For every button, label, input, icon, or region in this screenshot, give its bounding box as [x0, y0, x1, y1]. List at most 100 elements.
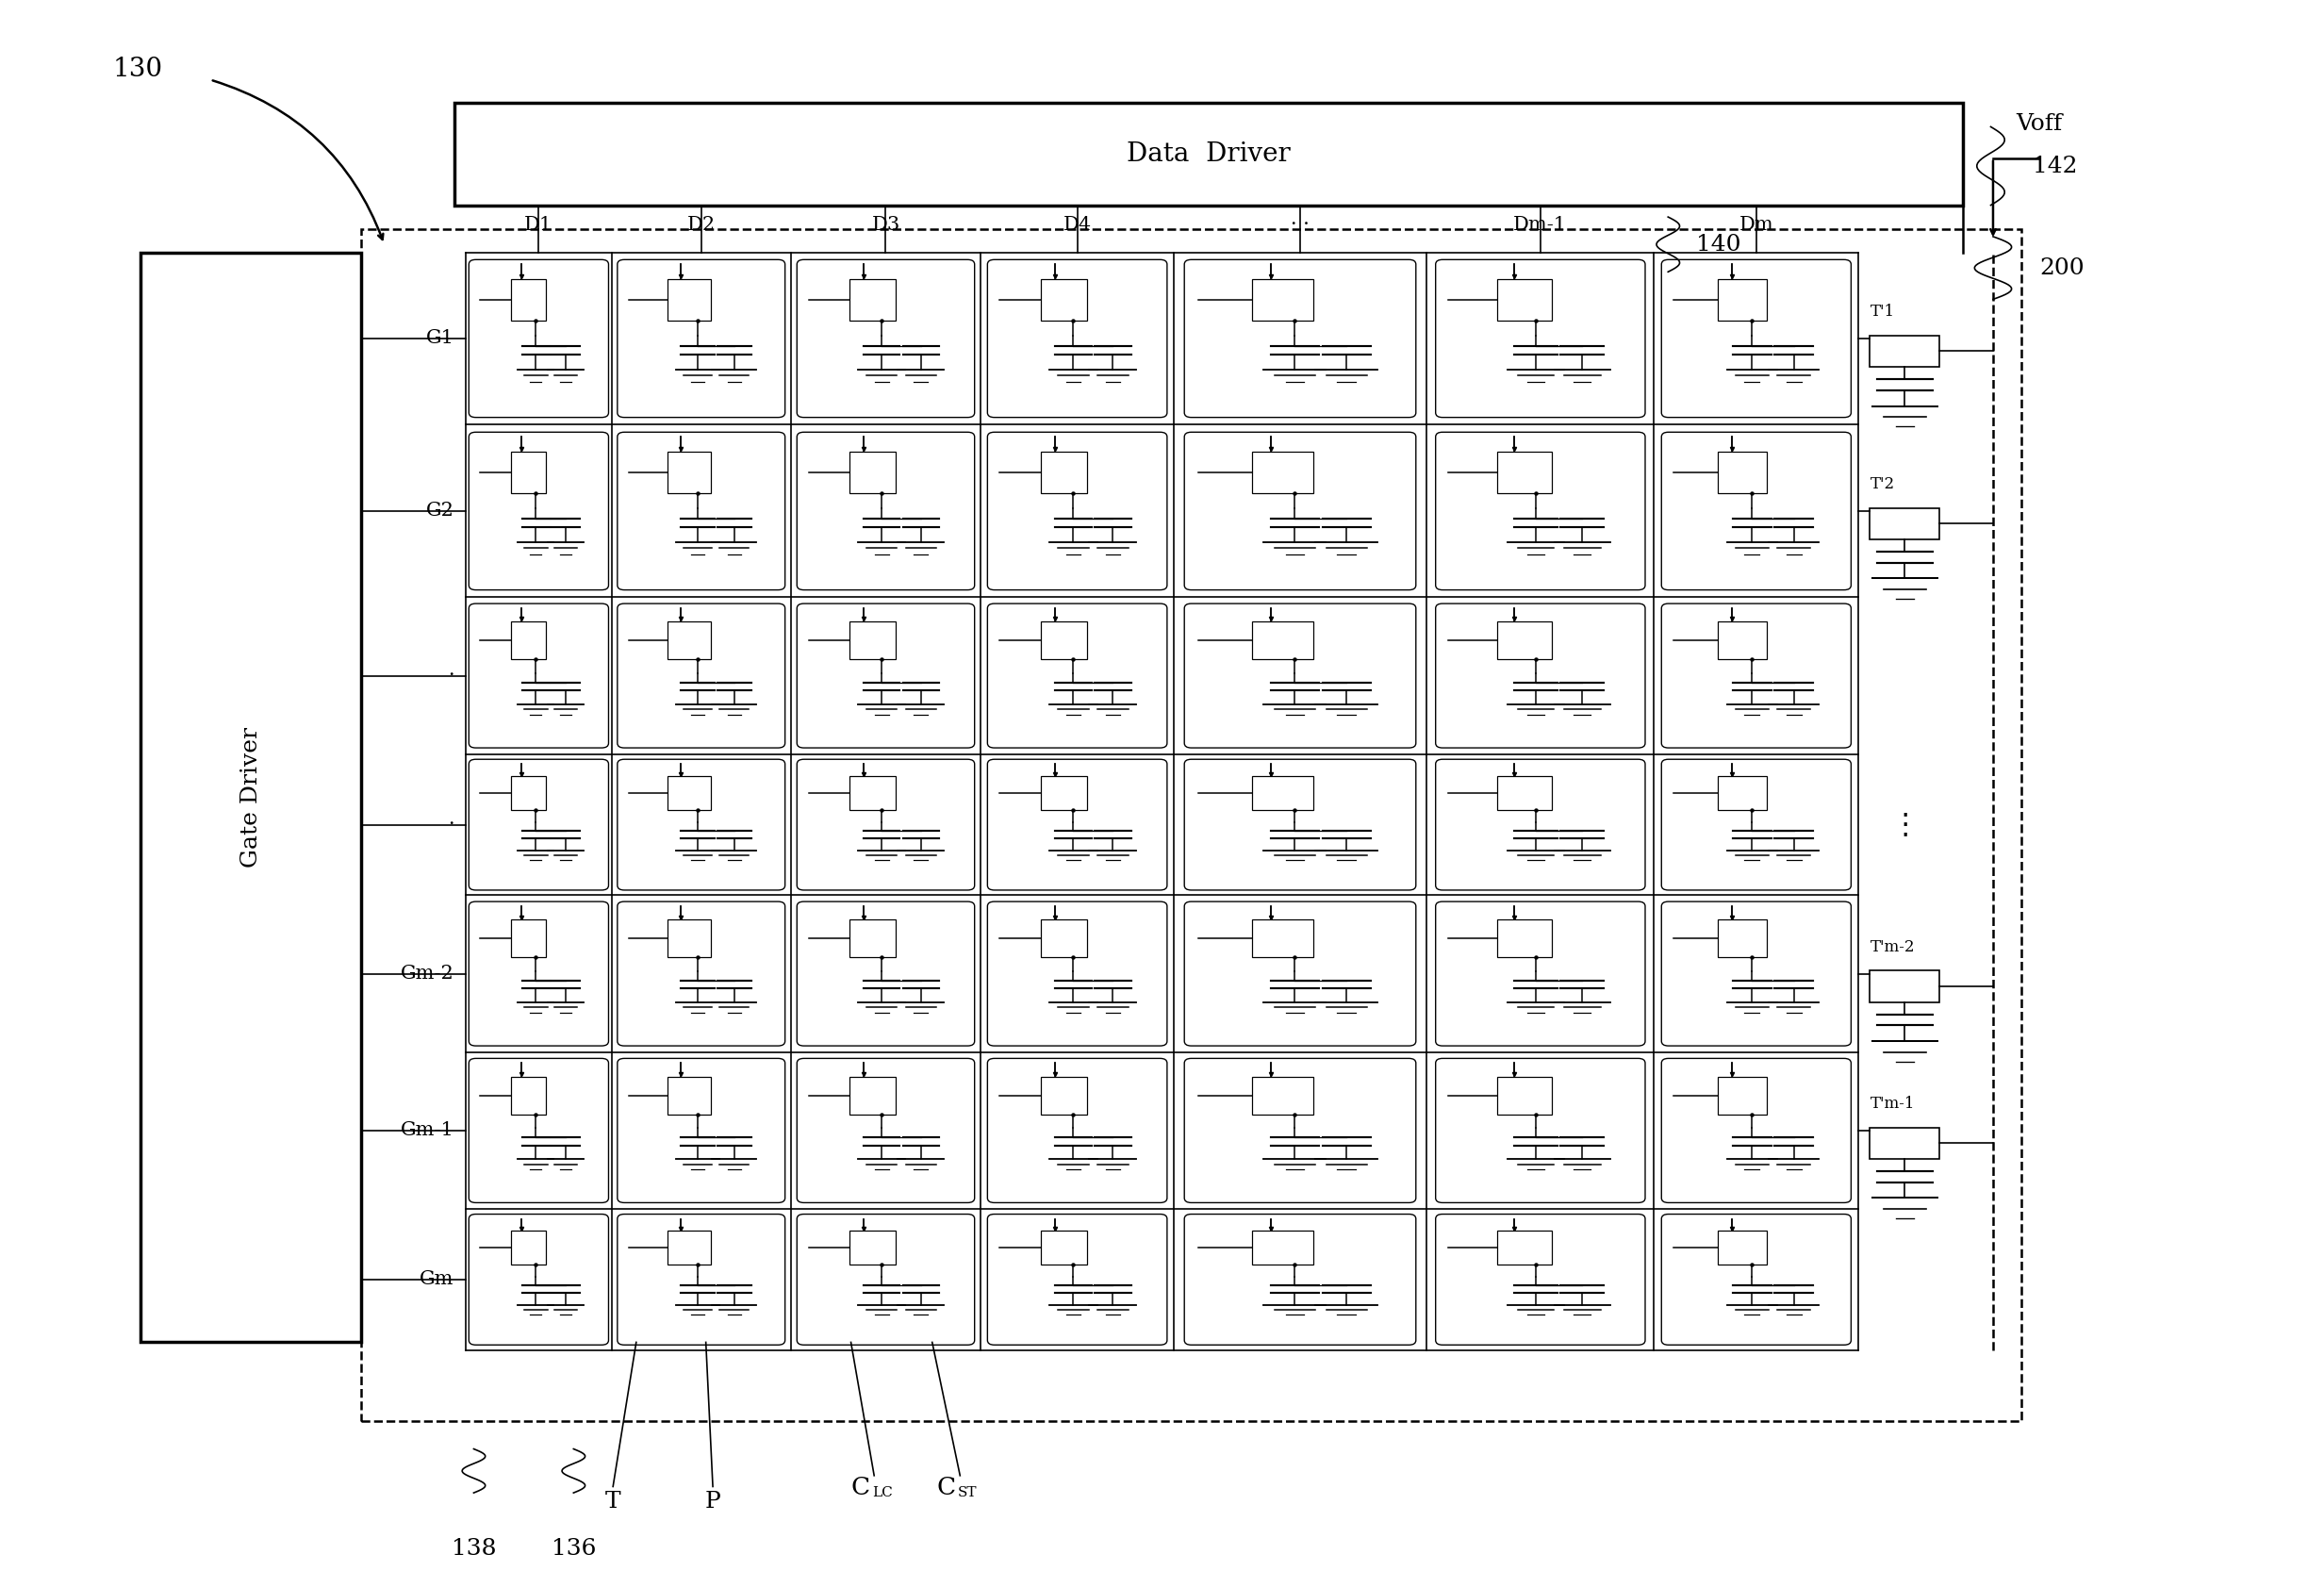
Bar [1717, 1076, 1766, 1114]
Bar [667, 1232, 711, 1265]
FancyBboxPatch shape [797, 759, 974, 891]
Text: T'm-1: T'm-1 [1871, 1095, 1915, 1112]
Bar [1497, 622, 1552, 660]
Text: 142: 142 [2034, 156, 2078, 178]
FancyBboxPatch shape [1436, 259, 1645, 418]
Bar [851, 776, 895, 811]
Text: D2: D2 [688, 215, 716, 234]
Text: D1: D1 [525, 215, 553, 234]
Bar [1041, 280, 1088, 320]
Bar [1717, 622, 1766, 660]
Bar [1253, 1232, 1313, 1265]
FancyBboxPatch shape [1436, 759, 1645, 891]
Bar [1871, 971, 1941, 1002]
Text: LC: LC [872, 1486, 892, 1500]
FancyBboxPatch shape [988, 1214, 1167, 1345]
FancyBboxPatch shape [1436, 603, 1645, 748]
FancyBboxPatch shape [1436, 902, 1645, 1046]
Bar [1253, 452, 1313, 493]
Bar [851, 919, 895, 957]
FancyBboxPatch shape [1185, 603, 1415, 748]
Text: Data  Driver: Data Driver [1127, 141, 1290, 167]
Text: Gm: Gm [421, 1271, 453, 1288]
FancyBboxPatch shape [469, 603, 609, 748]
Text: G2: G2 [425, 503, 453, 520]
Bar [511, 452, 546, 493]
Text: T: T [604, 1491, 621, 1513]
Bar [1497, 452, 1552, 493]
Bar [1497, 280, 1552, 320]
Bar [511, 776, 546, 811]
FancyBboxPatch shape [797, 902, 974, 1046]
Text: Dm: Dm [1738, 215, 1773, 234]
Bar [1253, 280, 1313, 320]
Text: 138: 138 [451, 1538, 495, 1560]
Text: T'2: T'2 [1871, 476, 1894, 492]
FancyBboxPatch shape [618, 259, 786, 418]
Bar [1717, 452, 1766, 493]
FancyBboxPatch shape [618, 759, 786, 891]
FancyBboxPatch shape [988, 603, 1167, 748]
FancyBboxPatch shape [469, 1059, 609, 1203]
Text: Voff: Voff [2017, 113, 2064, 135]
Text: · ·: · · [1290, 215, 1308, 234]
Text: D3: D3 [872, 215, 899, 234]
FancyBboxPatch shape [618, 902, 786, 1046]
FancyBboxPatch shape [618, 1214, 786, 1345]
Text: C: C [851, 1475, 869, 1499]
Bar [1041, 919, 1088, 957]
Bar [667, 452, 711, 493]
FancyBboxPatch shape [618, 432, 786, 591]
Bar [1871, 1128, 1941, 1159]
FancyBboxPatch shape [1185, 1059, 1415, 1203]
FancyBboxPatch shape [1662, 259, 1852, 418]
FancyBboxPatch shape [1436, 1059, 1645, 1203]
FancyBboxPatch shape [988, 1059, 1167, 1203]
Bar [1041, 1076, 1088, 1114]
Bar [139, 253, 360, 1342]
Bar [851, 280, 895, 320]
FancyBboxPatch shape [1436, 432, 1645, 591]
FancyBboxPatch shape [1185, 902, 1415, 1046]
FancyBboxPatch shape [1662, 603, 1852, 748]
Bar [1497, 1232, 1552, 1265]
Bar [1041, 1232, 1088, 1265]
Bar [1253, 919, 1313, 957]
FancyBboxPatch shape [469, 432, 609, 591]
Text: D4: D4 [1062, 215, 1092, 234]
Text: G1: G1 [425, 330, 453, 347]
Text: 200: 200 [2040, 258, 2085, 278]
Text: ·: · [449, 666, 453, 685]
FancyBboxPatch shape [618, 1059, 786, 1203]
Text: ST: ST [957, 1486, 976, 1500]
Bar [511, 919, 546, 957]
Bar [667, 919, 711, 957]
Bar [851, 1232, 895, 1265]
Bar [1253, 622, 1313, 660]
Bar [851, 452, 895, 493]
Bar [453, 104, 1964, 206]
FancyBboxPatch shape [469, 259, 609, 418]
FancyBboxPatch shape [618, 603, 786, 748]
Bar [1497, 919, 1552, 957]
Bar [511, 280, 546, 320]
FancyBboxPatch shape [1662, 1214, 1852, 1345]
FancyBboxPatch shape [1185, 432, 1415, 591]
FancyBboxPatch shape [1662, 432, 1852, 591]
Bar [1253, 1076, 1313, 1114]
Bar [1717, 919, 1766, 957]
Bar [511, 622, 546, 660]
FancyBboxPatch shape [797, 259, 974, 418]
Text: 140: 140 [1697, 234, 1741, 255]
Bar [667, 280, 711, 320]
FancyBboxPatch shape [988, 759, 1167, 891]
Text: Gm-2: Gm-2 [400, 965, 453, 983]
Text: 136: 136 [551, 1538, 595, 1560]
Text: T'1: T'1 [1871, 303, 1894, 319]
FancyBboxPatch shape [1185, 259, 1415, 418]
FancyBboxPatch shape [1662, 759, 1852, 891]
Bar [851, 622, 895, 660]
Bar [360, 229, 2022, 1420]
Bar [1041, 452, 1088, 493]
FancyBboxPatch shape [797, 1214, 974, 1345]
